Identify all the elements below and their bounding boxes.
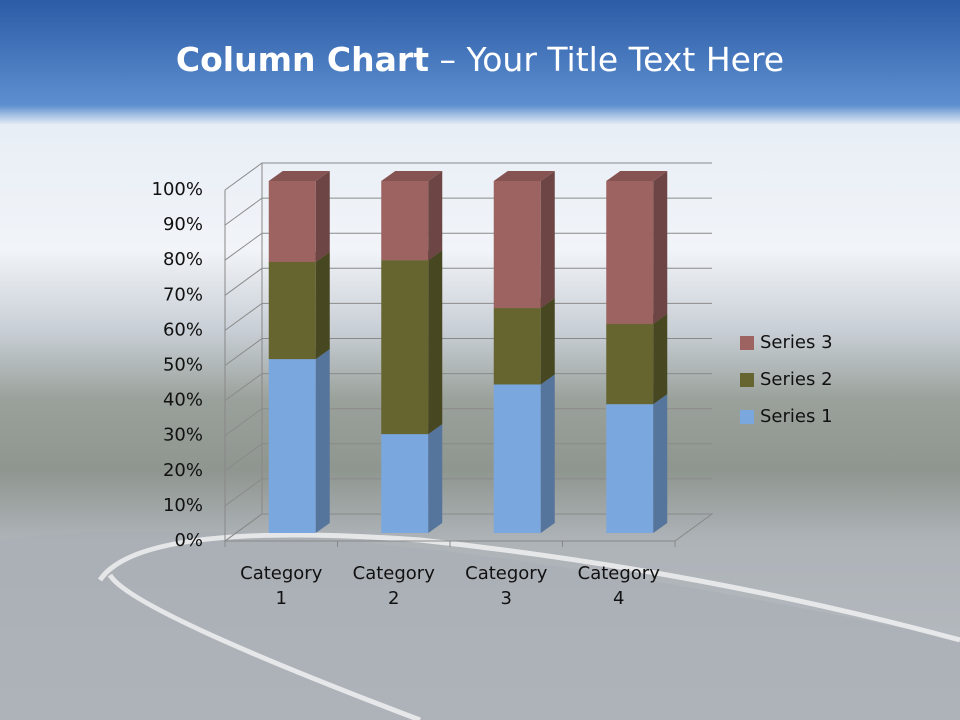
bar-side <box>428 424 443 533</box>
bar-side <box>540 171 555 309</box>
bar-front <box>268 261 316 360</box>
y-tick-label: 50% <box>163 355 203 376</box>
y-tick-label: 20% <box>163 460 203 481</box>
bar-front <box>493 308 541 385</box>
bar-front <box>493 181 541 309</box>
bar-side <box>540 374 555 533</box>
x-tick-label: Category 1 <box>240 563 323 609</box>
bar-front <box>606 181 654 324</box>
bar-front <box>381 260 429 435</box>
bar-front <box>268 359 316 533</box>
x-tick-label: Category 2 <box>352 563 435 609</box>
bar-top <box>268 171 330 181</box>
y-tick-label: 30% <box>163 425 203 446</box>
legend-swatch <box>740 410 754 424</box>
y-tick-label: 40% <box>163 390 203 411</box>
bar-front <box>381 181 429 261</box>
bar-side <box>315 349 330 533</box>
legend-label: Series 1 <box>760 406 833 427</box>
bar-side <box>428 250 443 435</box>
bar-side <box>540 298 555 385</box>
bar-side <box>428 171 443 261</box>
y-tick-label: 10% <box>163 495 203 516</box>
bar-side <box>315 171 330 262</box>
x-tick-label: Category 4 <box>577 563 660 609</box>
y-tick-label: 70% <box>163 284 203 305</box>
bar-top <box>381 171 443 181</box>
bar-side <box>315 251 330 360</box>
bar-top <box>606 171 668 181</box>
bar-front <box>493 384 541 533</box>
bar-side <box>653 313 668 405</box>
slide-title: Column Chart – Your Title Text Here <box>0 40 960 79</box>
bar-side <box>653 171 668 324</box>
y-tick-label: 100% <box>152 179 203 200</box>
x-tick-label: Category 3 <box>465 563 548 609</box>
legend-label: Series 2 <box>760 369 833 390</box>
y-tick-label: 90% <box>163 214 203 235</box>
title-rest: – Your Title Text Here <box>439 40 785 79</box>
bar-front <box>606 404 654 533</box>
title-bold: Column Chart <box>175 40 429 79</box>
bar-top <box>493 171 555 181</box>
bar-front <box>268 181 316 262</box>
legend-swatch <box>740 336 754 350</box>
y-tick-label: 80% <box>163 249 203 270</box>
legend-label: Series 3 <box>760 332 833 353</box>
legend-swatch <box>740 373 754 387</box>
bar-front <box>381 434 429 533</box>
y-tick-label: 60% <box>163 319 203 340</box>
y-tick-label: 0% <box>174 530 203 551</box>
bar-front <box>606 323 654 405</box>
bar-side <box>653 394 668 533</box>
